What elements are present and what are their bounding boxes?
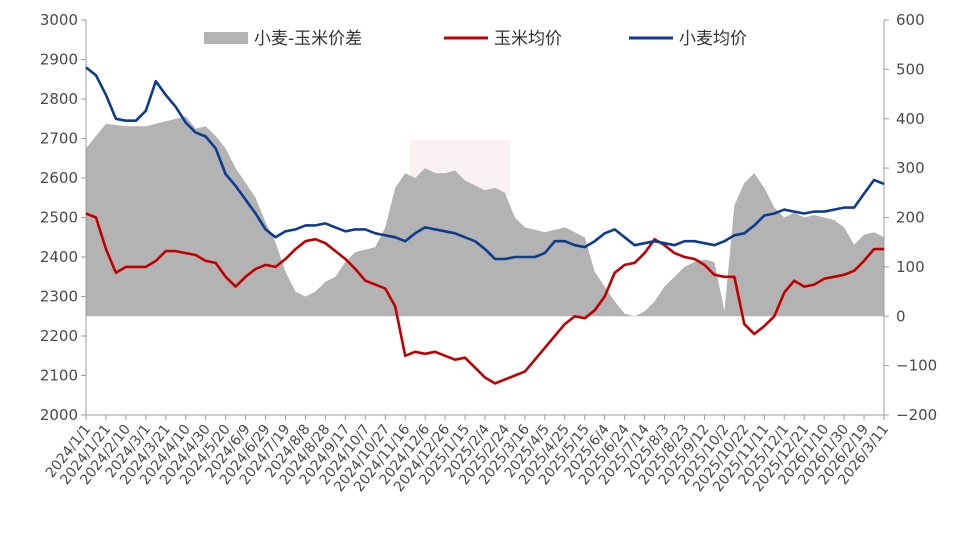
right-tick-label: −200 bbox=[896, 406, 937, 424]
legend: 小麦-玉米价差 玉米均价 小麦均价 bbox=[204, 29, 747, 49]
left-tick-label: 2800 bbox=[40, 90, 78, 108]
series-wheat-line bbox=[85, 66, 885, 261]
left-tick-label: 2600 bbox=[40, 169, 78, 187]
series-corn-line bbox=[85, 212, 884, 385]
left-tick-label: 2700 bbox=[40, 130, 78, 148]
right-tick-label: 600 bbox=[896, 11, 925, 29]
left-tick-label: 3000 bbox=[40, 11, 78, 29]
series-spread-area bbox=[86, 116, 884, 317]
right-axis-ticks: −200 −100 0 100 200 300 400 500 600 bbox=[884, 11, 937, 424]
left-tick-label: 2200 bbox=[40, 327, 78, 345]
left-axis-ticks: 2000 2100 2200 2300 2400 2500 2600 2700 2800 2900… bbox=[40, 11, 86, 424]
left-tick-label: 2500 bbox=[40, 209, 78, 227]
left-tick-label: 2900 bbox=[40, 51, 78, 69]
x-axis-ticks: 2024/1/12024/1/212024/2/102024/3/12024/3… bbox=[43, 415, 892, 495]
legend-corn-label: 玉米均价 bbox=[494, 29, 562, 49]
right-tick-label: 0 bbox=[896, 307, 906, 325]
left-tick-label: 2000 bbox=[40, 406, 78, 424]
right-tick-label: −100 bbox=[896, 357, 937, 375]
left-tick-label: 2400 bbox=[40, 248, 78, 266]
legend-spread-swatch bbox=[204, 32, 248, 44]
right-tick-label: 300 bbox=[896, 159, 925, 177]
legend-spread-label: 小麦-玉米价差 bbox=[254, 29, 362, 49]
right-tick-label: 400 bbox=[896, 110, 925, 128]
spread-area-layer bbox=[86, 116, 884, 317]
right-tick-label: 500 bbox=[896, 60, 925, 78]
left-tick-label: 2300 bbox=[40, 288, 78, 306]
price-lines-layer bbox=[85, 66, 885, 385]
left-tick-label: 2100 bbox=[40, 367, 78, 385]
right-tick-label: 100 bbox=[896, 258, 925, 276]
right-tick-label: 200 bbox=[896, 209, 925, 227]
legend-wheat-label: 小麦均价 bbox=[679, 29, 747, 49]
